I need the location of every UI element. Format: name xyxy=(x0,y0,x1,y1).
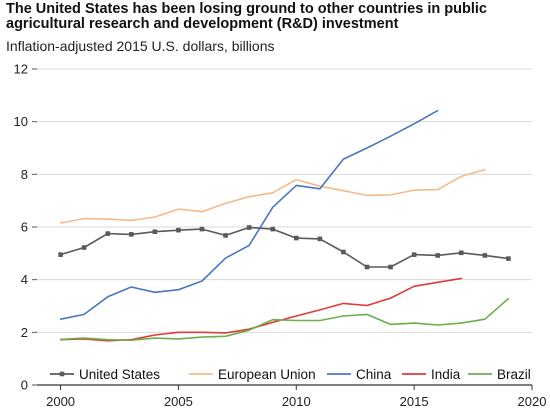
x-axis: 2000 2005 2010 2015 2020 xyxy=(37,384,547,409)
legend-label: European Union xyxy=(218,367,316,382)
y-tick-label: 2 xyxy=(21,325,28,340)
x-tick-label: 2005 xyxy=(164,394,193,409)
legend-label: China xyxy=(356,367,392,382)
data-point xyxy=(152,229,158,235)
legend-item-brazil: Brazil xyxy=(468,367,531,382)
legend-label: Brazil xyxy=(497,367,531,382)
y-tick-label: 8 xyxy=(21,167,28,182)
series-united-states xyxy=(58,225,511,270)
series-group xyxy=(58,109,511,342)
series-line-india xyxy=(59,277,463,342)
data-point xyxy=(270,226,276,232)
series-india xyxy=(59,277,463,342)
legend-item-united-states: United States xyxy=(50,367,160,382)
data-point xyxy=(293,235,299,241)
y-axis-ticks: 0 2 4 6 8 10 12 xyxy=(14,62,37,393)
data-point xyxy=(364,264,370,270)
data-point xyxy=(458,250,464,256)
data-point xyxy=(81,245,87,250)
y-tick-label: 10 xyxy=(14,114,28,129)
series-china xyxy=(59,109,439,321)
data-point xyxy=(506,256,511,261)
y-tick-label: 6 xyxy=(21,220,28,235)
legend-marker xyxy=(59,371,65,377)
legend: United States European Union China India Bra… xyxy=(50,367,531,382)
data-point xyxy=(388,264,393,270)
y-tick-label: 4 xyxy=(21,272,28,287)
series-line-china xyxy=(59,109,439,321)
legend-item-india: India xyxy=(402,367,461,382)
series-line-brazil xyxy=(59,297,510,342)
legend-item-china: China xyxy=(327,367,392,382)
data-point xyxy=(223,233,228,238)
x-tick-label: 2000 xyxy=(46,394,75,409)
chart-subtitle: Inflation-adjusted 2015 U.S. dollars, bi… xyxy=(6,38,275,54)
series-brazil xyxy=(59,297,510,342)
legend-item-european-union: European Union xyxy=(189,367,316,382)
data-point xyxy=(176,227,181,233)
data-point xyxy=(246,225,252,230)
data-point xyxy=(341,249,346,255)
x-tick-label: 2020 xyxy=(518,394,547,409)
series-line-united-states xyxy=(59,226,510,268)
data-point xyxy=(58,252,63,257)
data-point xyxy=(105,231,111,236)
gridlines xyxy=(37,68,532,333)
y-tick-label: 12 xyxy=(14,62,28,77)
series-european-union xyxy=(59,168,486,224)
y-tick-label: 0 xyxy=(21,378,28,393)
data-point xyxy=(128,232,134,237)
data-point xyxy=(199,226,205,232)
data-point xyxy=(482,253,488,258)
chart-title: The United States has been losing ground… xyxy=(6,1,487,32)
legend-label: India xyxy=(431,367,461,382)
data-point xyxy=(435,253,441,258)
data-point xyxy=(317,236,323,242)
x-tick-label: 2015 xyxy=(400,394,429,409)
data-point xyxy=(411,252,417,257)
x-tick-label: 2010 xyxy=(282,394,311,409)
series-line-european-union xyxy=(59,168,486,224)
legend-label: United States xyxy=(79,367,160,382)
